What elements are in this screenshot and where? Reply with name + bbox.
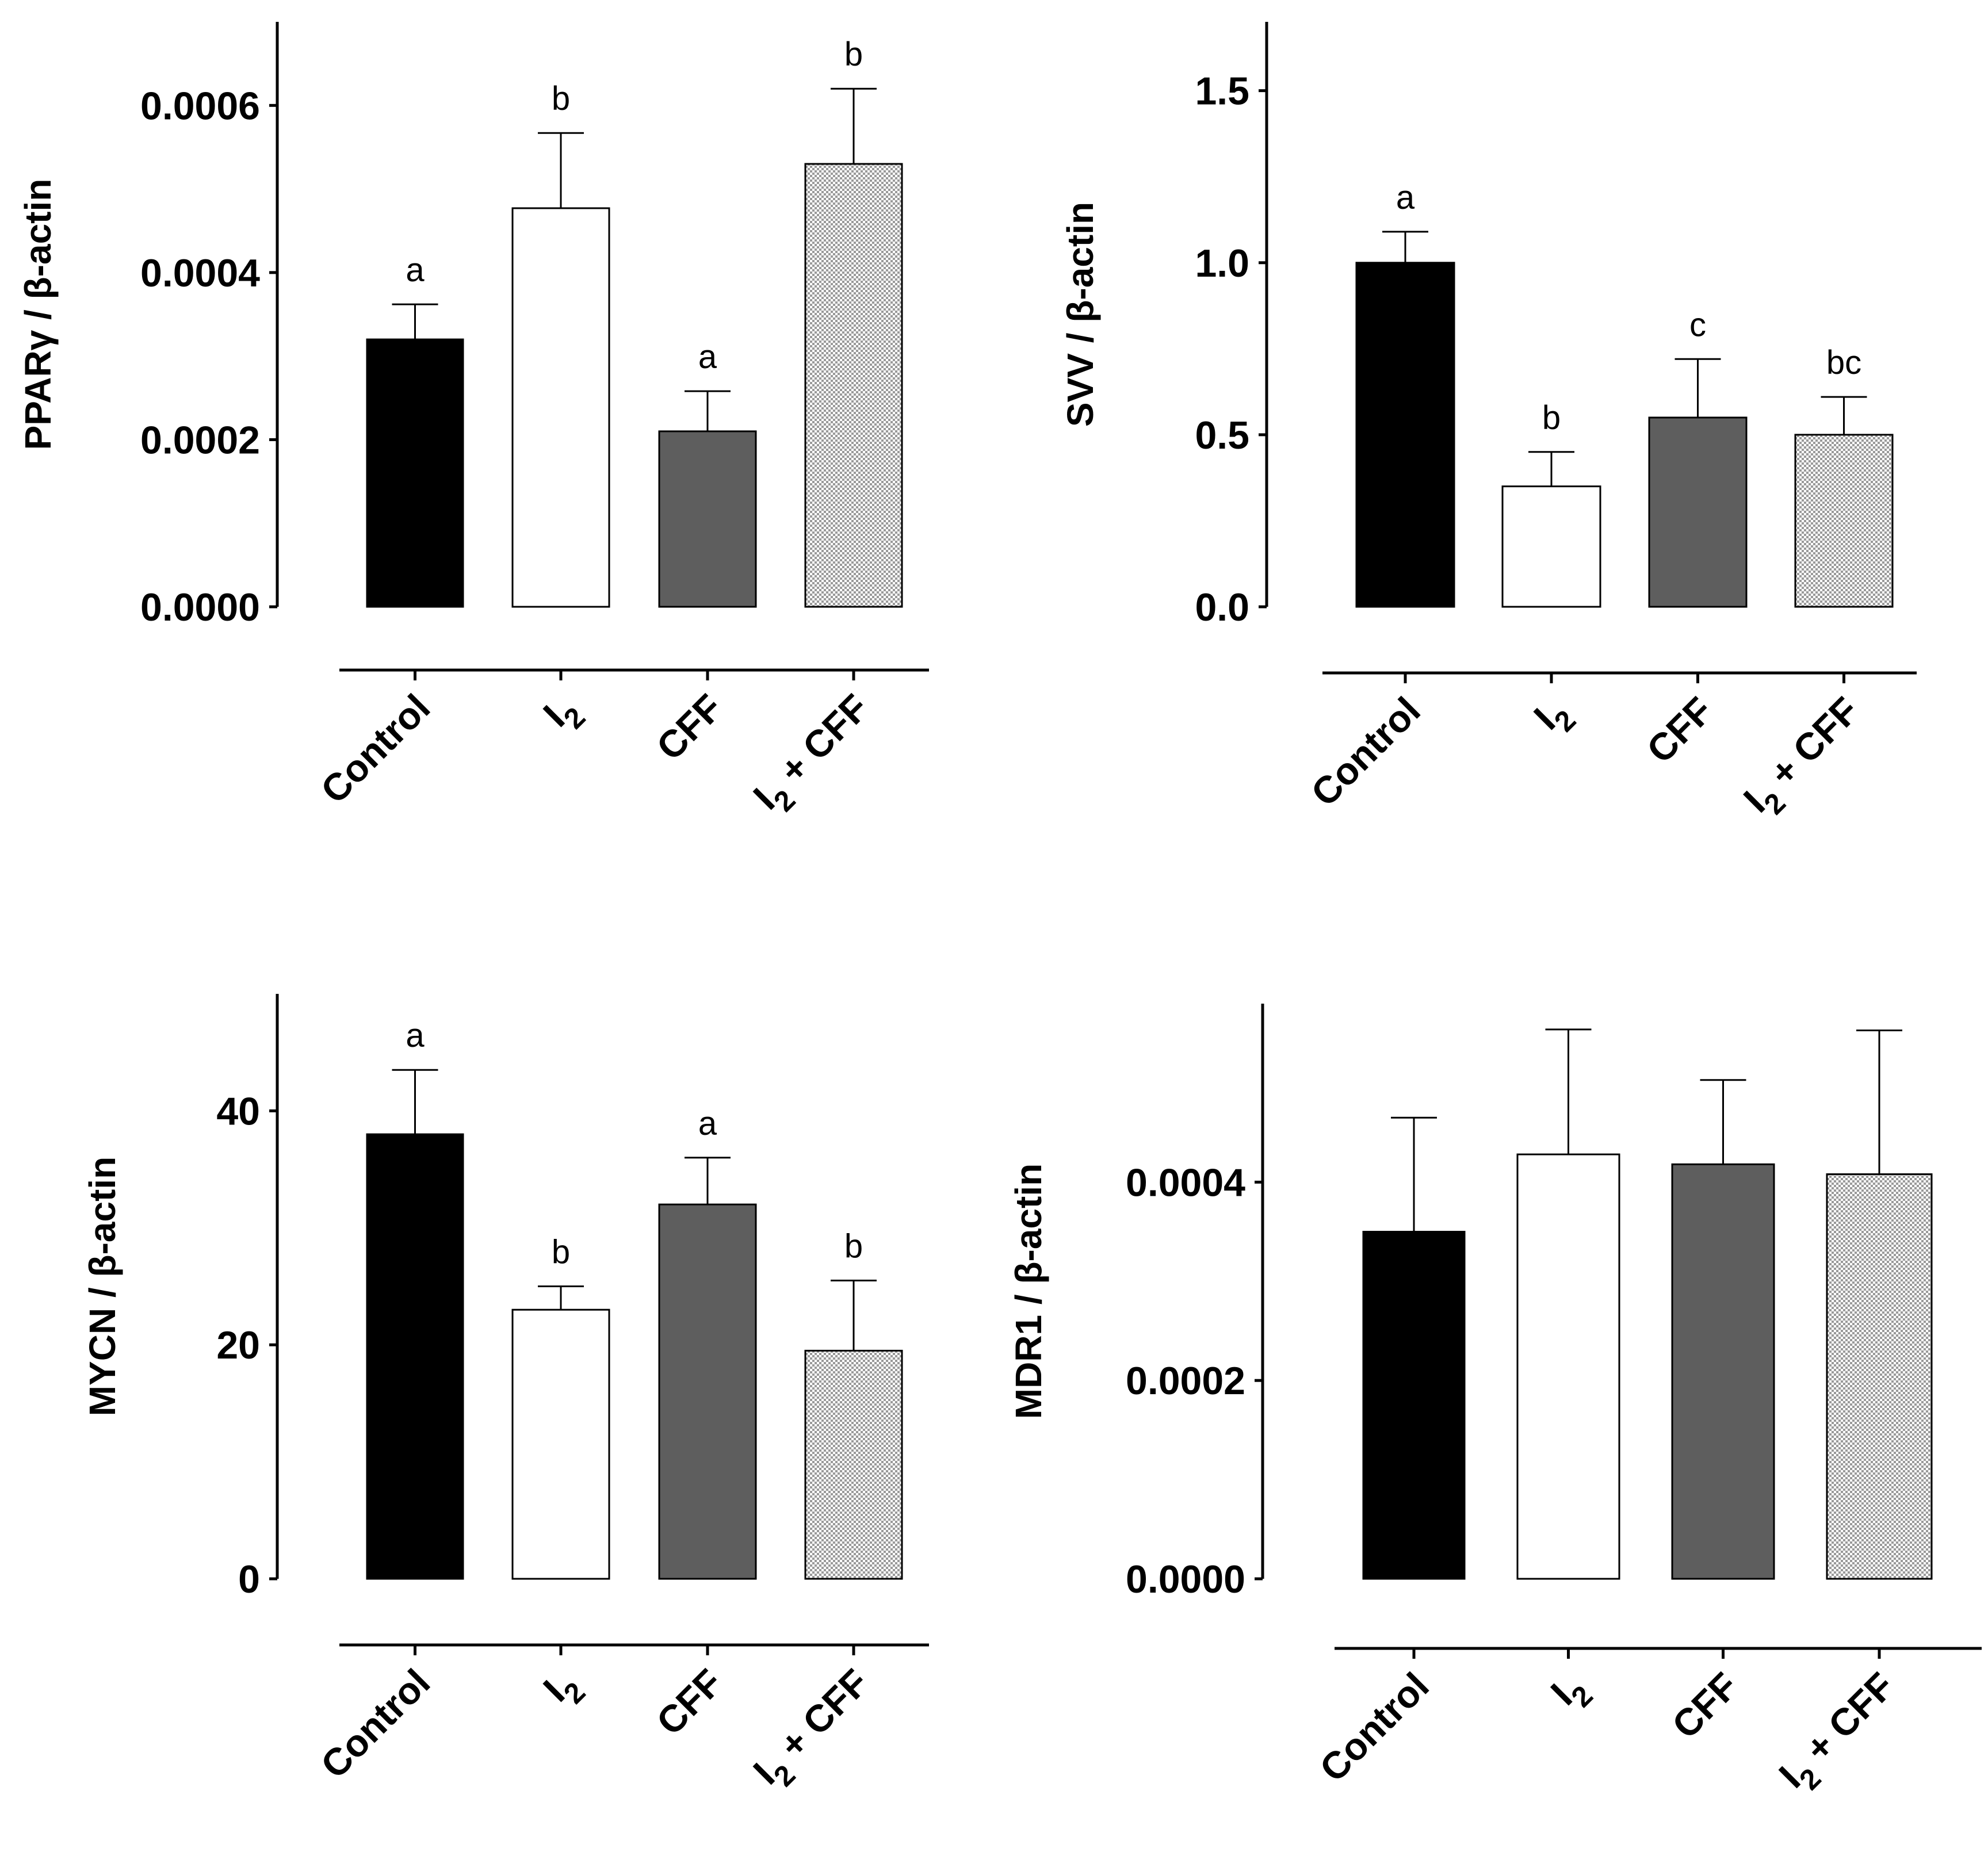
bar <box>1648 416 1748 608</box>
bar <box>511 207 610 608</box>
category-label: CFF <box>1664 1664 1746 1747</box>
significance-letter: a <box>698 1105 717 1142</box>
category-label-tail: + CFF <box>764 686 877 799</box>
y-tick-label: 20 <box>216 1323 260 1367</box>
bar <box>804 163 903 608</box>
significance-letter: b <box>552 1234 570 1271</box>
bar <box>658 1203 757 1580</box>
chart-panel-bottom-left: 0 20 40 MYCN / β-actin a Control b I2 a CFF b I2 + … <box>82 994 929 1800</box>
category-label-main: CFF <box>648 1661 731 1743</box>
category-label-main: CFF <box>1638 689 1721 771</box>
y-tick-label: 0.0004 <box>1126 1161 1245 1204</box>
category-label: I2 + CFF <box>745 1661 884 1800</box>
y-tick-label: 1.5 <box>1195 70 1249 113</box>
category-label: Control <box>1303 689 1428 814</box>
bar <box>1501 485 1601 608</box>
category-label: Control <box>1312 1664 1437 1790</box>
y-tick-label: 40 <box>216 1089 260 1133</box>
y-axis-label: MDR1 / β-actin <box>1008 1164 1049 1419</box>
significance-letter: b <box>552 80 570 117</box>
bar <box>1826 1173 1933 1580</box>
bar <box>1516 1153 1620 1580</box>
bar <box>366 338 464 608</box>
y-axis-label: SVV / β-actin <box>1060 202 1101 427</box>
category-label-tail: + CFF <box>1790 1664 1902 1777</box>
category-label-tail: + CFF <box>764 1661 877 1774</box>
category-label: CFF <box>648 686 731 768</box>
significance-letter: bc <box>1826 344 1861 381</box>
y-tick-label: 0.0002 <box>1126 1359 1245 1403</box>
significance-letter: c <box>1689 306 1706 343</box>
y-tick-label: 0.0006 <box>140 84 260 128</box>
category-label: I2 <box>1526 689 1582 745</box>
y-tick-label: 0 <box>238 1558 260 1601</box>
y-tick-label: 0.0002 <box>140 418 260 462</box>
significance-letter: b <box>844 1227 863 1265</box>
category-label: I2 + CFF <box>1735 689 1875 828</box>
bar <box>1671 1163 1775 1580</box>
category-label-main: Control <box>1312 1664 1437 1790</box>
category-label: I2 <box>535 1661 591 1717</box>
bar <box>658 430 757 608</box>
bar <box>1355 262 1455 608</box>
significance-letter: a <box>1396 179 1415 216</box>
y-tick-label: 1.0 <box>1195 242 1249 285</box>
bar <box>1362 1231 1466 1580</box>
y-tick-label: 0.0004 <box>140 251 260 295</box>
category-label: Control <box>312 1661 438 1786</box>
y-axis-label: PPARγ / β-actin <box>17 179 59 450</box>
chart-panel-bottom-right: 0.0000 0.0002 0.0004 MDR1 / β-actin Control I… <box>1008 1004 1982 1804</box>
category-label-main: Control <box>312 1661 438 1786</box>
bar <box>366 1133 464 1580</box>
category-label: Control <box>312 686 438 812</box>
y-tick-label: 0.0000 <box>1126 1558 1245 1601</box>
category-label-tail: + CFF <box>1754 689 1867 802</box>
significance-letter: a <box>698 338 717 376</box>
y-tick-label: 0.5 <box>1195 414 1249 457</box>
bar <box>511 1308 610 1580</box>
category-label: I2 <box>535 686 591 743</box>
chart-panel-top-left: 0.0000 0.0002 0.0004 0.0006 PPARγ / β-actin a… <box>17 22 929 825</box>
category-label-main: Control <box>1303 689 1428 814</box>
bar <box>804 1349 903 1580</box>
y-tick-label: 0.0000 <box>140 586 260 629</box>
category-label: I2 + CFF <box>1771 1664 1910 1804</box>
significance-letter: a <box>406 251 425 289</box>
y-axis-label: MYCN / β-actin <box>82 1157 123 1417</box>
chart-panel-top-right: 0.0 0.5 1.0 1.5 SVV / β-actin a Control b I2 c CFF… <box>1060 22 1917 828</box>
category-label: CFF <box>648 1661 731 1743</box>
category-label: I2 + CFF <box>745 686 884 825</box>
category-label-main: Control <box>312 686 438 812</box>
significance-letter: b <box>1542 399 1561 437</box>
bar <box>1794 434 1894 608</box>
category-label-main: CFF <box>648 686 731 768</box>
y-tick-label: 0.0 <box>1195 586 1249 629</box>
significance-letter: a <box>406 1017 425 1054</box>
significance-letter: b <box>844 36 863 73</box>
category-label-main: CFF <box>1664 1664 1746 1747</box>
category-label: I2 <box>1542 1664 1599 1721</box>
chart-panels: 0.0000 0.0002 0.0004 0.0006 PPARγ / β-actin a… <box>17 22 1982 1804</box>
category-label: CFF <box>1638 689 1721 771</box>
